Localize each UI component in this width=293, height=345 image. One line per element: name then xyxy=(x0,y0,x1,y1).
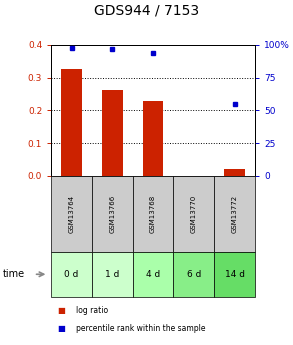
Text: GSM13764: GSM13764 xyxy=(69,195,75,233)
Text: ■: ■ xyxy=(57,324,65,333)
Bar xyxy=(224,169,245,176)
Text: 1 d: 1 d xyxy=(105,270,120,279)
Bar xyxy=(62,69,82,176)
Text: 0 d: 0 d xyxy=(64,270,79,279)
Text: GSM13766: GSM13766 xyxy=(109,195,115,233)
Text: log ratio: log ratio xyxy=(76,306,108,315)
Text: 14 d: 14 d xyxy=(224,270,245,279)
Text: GSM13770: GSM13770 xyxy=(191,195,197,233)
Text: GSM13772: GSM13772 xyxy=(231,195,238,233)
Text: 6 d: 6 d xyxy=(187,270,201,279)
Text: GDS944 / 7153: GDS944 / 7153 xyxy=(94,3,199,17)
Text: ■: ■ xyxy=(57,306,65,315)
Bar xyxy=(102,90,122,176)
Text: 4 d: 4 d xyxy=(146,270,160,279)
Text: time: time xyxy=(3,269,25,279)
Text: GSM13768: GSM13768 xyxy=(150,195,156,233)
Text: percentile rank within the sample: percentile rank within the sample xyxy=(76,324,206,333)
Bar xyxy=(143,101,163,176)
